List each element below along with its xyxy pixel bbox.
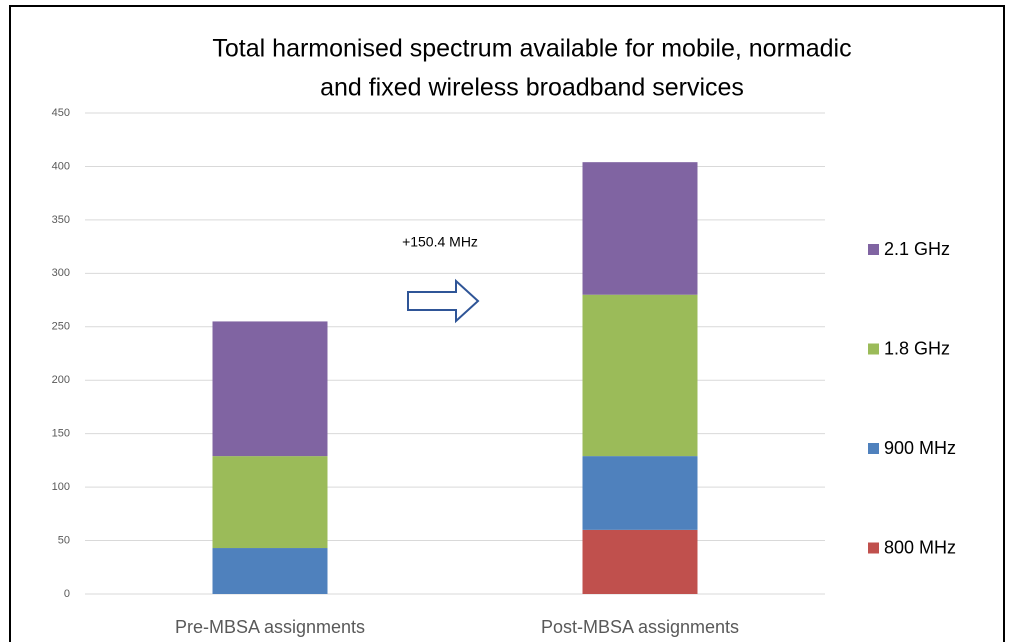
bar-segment	[582, 162, 698, 295]
legend-label: 900 MHz	[884, 438, 956, 458]
legend-swatch	[868, 542, 879, 554]
x-tick-label: Post-MBSA assignments	[541, 617, 739, 637]
annotation: +150.4 MHz	[402, 234, 478, 250]
y-tick-label: 450	[52, 107, 70, 119]
bar-segment	[582, 294, 698, 457]
y-tick-label: 50	[58, 534, 70, 546]
y-tick-label: 200	[52, 374, 70, 386]
chart-title: Total harmonised spectrum available for …	[212, 35, 851, 63]
y-tick-label: 0	[64, 588, 70, 600]
legend-swatch	[868, 343, 879, 355]
y-tick-label: 250	[52, 321, 70, 333]
bar-segment	[212, 456, 328, 549]
legend-swatch	[868, 443, 879, 454]
bar-segment	[582, 456, 698, 530]
x-tick-label: Pre-MBSA assignments	[175, 617, 365, 637]
y-tick-label: 300	[52, 267, 70, 279]
frame	[9, 5, 1005, 642]
y-tick-label: 150	[52, 428, 70, 440]
legend-label: 2.1 GHz	[884, 239, 950, 259]
arrow	[407, 278, 480, 324]
bar-segment	[582, 529, 698, 594]
chart-title: and fixed wireless broadband services	[320, 74, 744, 102]
bar-segment	[212, 548, 328, 594]
legend-label: 1.8 GHz	[884, 338, 950, 358]
legend-swatch	[868, 244, 879, 255]
bar-segment	[212, 321, 328, 457]
y-tick-label: 400	[52, 160, 70, 172]
y-tick-label: 350	[52, 214, 70, 226]
legend-label: 800 MHz	[884, 537, 956, 557]
y-tick-label: 100	[52, 481, 70, 493]
